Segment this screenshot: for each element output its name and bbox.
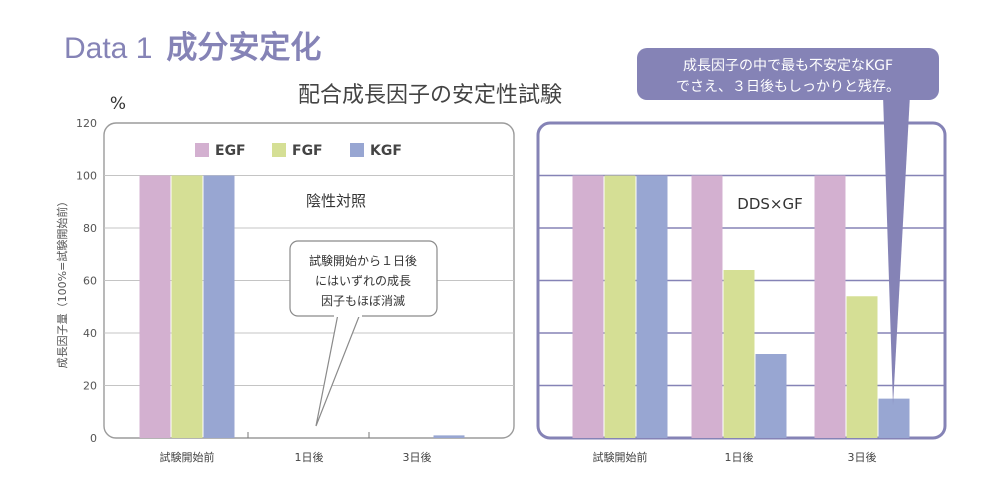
right-callout-box (637, 48, 939, 100)
bar-fgf-3 (846, 296, 878, 438)
chart-title: 配合成長因子の安定性試験 (298, 83, 562, 108)
panel-label-dds: DDS×GF (737, 195, 802, 213)
legend-label-egf: EGF (215, 143, 246, 159)
y-tick-label: 0 (90, 432, 97, 445)
x-tick-label: 試験開始前 (593, 450, 648, 464)
bar-kgf-1 (203, 175, 235, 438)
legend-swatch-kgf (350, 143, 364, 157)
panel-label-control: 陰性対照 (306, 192, 366, 210)
legend-swatch-egf (195, 143, 209, 157)
legend-label-kgf: KGF (370, 143, 402, 159)
bar-kgf-2 (755, 354, 787, 438)
bar-kgf-3 (878, 398, 910, 438)
heading-title: 成分安定化 (166, 30, 322, 65)
right-callout-text: でさえ、３日後もしっかりと残存。 (676, 79, 900, 95)
left-callout-text: にはいずれの成長 (315, 274, 411, 288)
x-tick-label: 3日後 (403, 450, 432, 464)
bar-egf-1 (139, 175, 171, 438)
bar-fgf-1 (171, 175, 203, 438)
left-callout-join (334, 312, 362, 317)
legend-swatch-fgf (272, 143, 286, 157)
x-tick-label: 試験開始前 (160, 450, 215, 464)
legend-label-fgf: FGF (292, 143, 323, 159)
y-tick-label: 60 (83, 275, 97, 288)
y-tick-label: 20 (83, 380, 97, 393)
bar-egf-3 (814, 175, 846, 438)
y-tick-label: 120 (76, 117, 97, 130)
x-tick-label: 3日後 (848, 450, 877, 464)
bar-kgf-1 (636, 175, 668, 438)
y-axis-label: 成長因子量（100%=試験開始前） (55, 196, 69, 369)
x-tick-label: 1日後 (725, 450, 754, 464)
bar-fgf-2 (723, 270, 755, 438)
left-callout-box (289, 240, 438, 317)
heading-label: Data 1 (64, 32, 153, 65)
page-heading: Data 1 成分安定化 (64, 22, 321, 67)
y-tick-label: 80 (83, 222, 97, 235)
bar-kgf-3 (433, 435, 465, 438)
legend: EGF FGF KGF (195, 143, 402, 159)
x-tick-label: 1日後 (295, 450, 324, 464)
bar-fgf-1 (604, 175, 636, 438)
left-callout-text: 因子もほぼ消滅 (321, 294, 405, 308)
bar-egf-2 (691, 175, 723, 438)
left-callout-text: 試験開始から１日後 (309, 253, 417, 268)
y-unit: % (110, 94, 126, 114)
y-tick-label: 100 (76, 170, 97, 183)
right-callout-text: 成長因子の中で最も不安定なKGF (683, 58, 893, 74)
right-panel: 試験開始前 1日後 3日後 DDS×GF (536, 121, 947, 464)
y-tick-label: 40 (83, 327, 97, 340)
bar-egf-1 (572, 175, 604, 438)
right-callout-pointer (883, 95, 910, 405)
